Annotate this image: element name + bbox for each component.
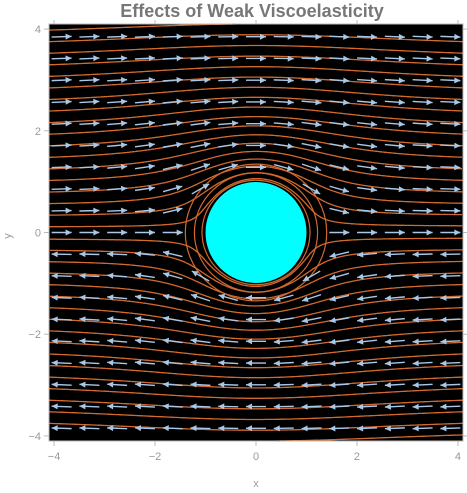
y-tick-label: −4 (28, 431, 41, 443)
y-tick-label: −2 (28, 329, 41, 341)
y-axis-label: y (2, 233, 14, 239)
x-tick-label: 4 (455, 451, 461, 463)
y-tick-label: 0 (35, 228, 41, 240)
x-tick-label: 0 (253, 451, 259, 463)
x-tick-label: −2 (149, 451, 162, 463)
x-axis-label: x (253, 478, 259, 490)
x-tick-label: −4 (48, 451, 61, 463)
y-tick-label: 4 (35, 24, 41, 36)
y-tick-label: 2 (35, 126, 41, 138)
x-tick-label: 2 (354, 451, 360, 463)
cylinder (206, 182, 307, 283)
chart-title: Effects of Weak Viscoelasticity (120, 1, 383, 21)
